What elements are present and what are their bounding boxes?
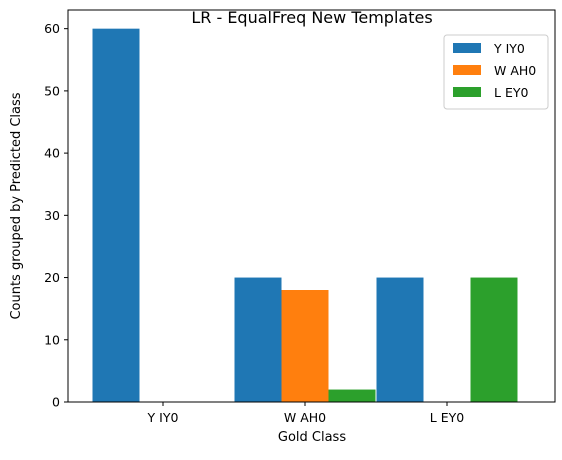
bar-y-iy0-y-iy0 [92, 28, 140, 403]
y-tick-label: 50 [44, 83, 60, 98]
y-tick-label: 20 [44, 270, 60, 285]
legend-swatch [453, 43, 481, 53]
x-tick-label: L EY0 [430, 410, 464, 425]
bar-w-ah0-w-ah0 [281, 290, 329, 402]
x-tick-label: W AH0 [284, 410, 326, 425]
x-tick-label: Y IY0 [147, 410, 179, 425]
x-axis: Y IY0 W AH0 L EY0 [147, 402, 464, 425]
y-tick-label: 60 [44, 21, 60, 36]
legend: Y IY0 W AH0 L EY0 [443, 34, 549, 110]
y-tick-label: 40 [44, 146, 60, 161]
bar-l-ey0-w-ah0 [328, 389, 376, 402]
y-tick-label: 30 [44, 208, 60, 223]
y-tick-label: 0 [52, 395, 60, 410]
bars-layer [92, 28, 518, 403]
legend-swatch [453, 87, 481, 97]
legend-label: Y IY0 [493, 41, 525, 56]
y-tick-label: 10 [44, 332, 60, 347]
y-axis-label: Counts grouped by Predicted Class [9, 92, 24, 319]
x-axis-label: Gold Class [278, 430, 346, 445]
legend-label: W AH0 [494, 63, 536, 78]
bar-l-ey0-l-ey0 [470, 277, 518, 402]
chart-title: LR - EqualFreq New Templates [191, 8, 432, 27]
bar-y-iy0-l-ey0 [376, 277, 424, 402]
y-axis: 0 10 20 30 40 50 60 [44, 21, 68, 410]
legend-swatch [453, 65, 481, 75]
plot-frame [67, 9, 556, 403]
legend-label: L EY0 [494, 85, 528, 100]
bar-y-iy0-w-ah0 [234, 277, 282, 402]
